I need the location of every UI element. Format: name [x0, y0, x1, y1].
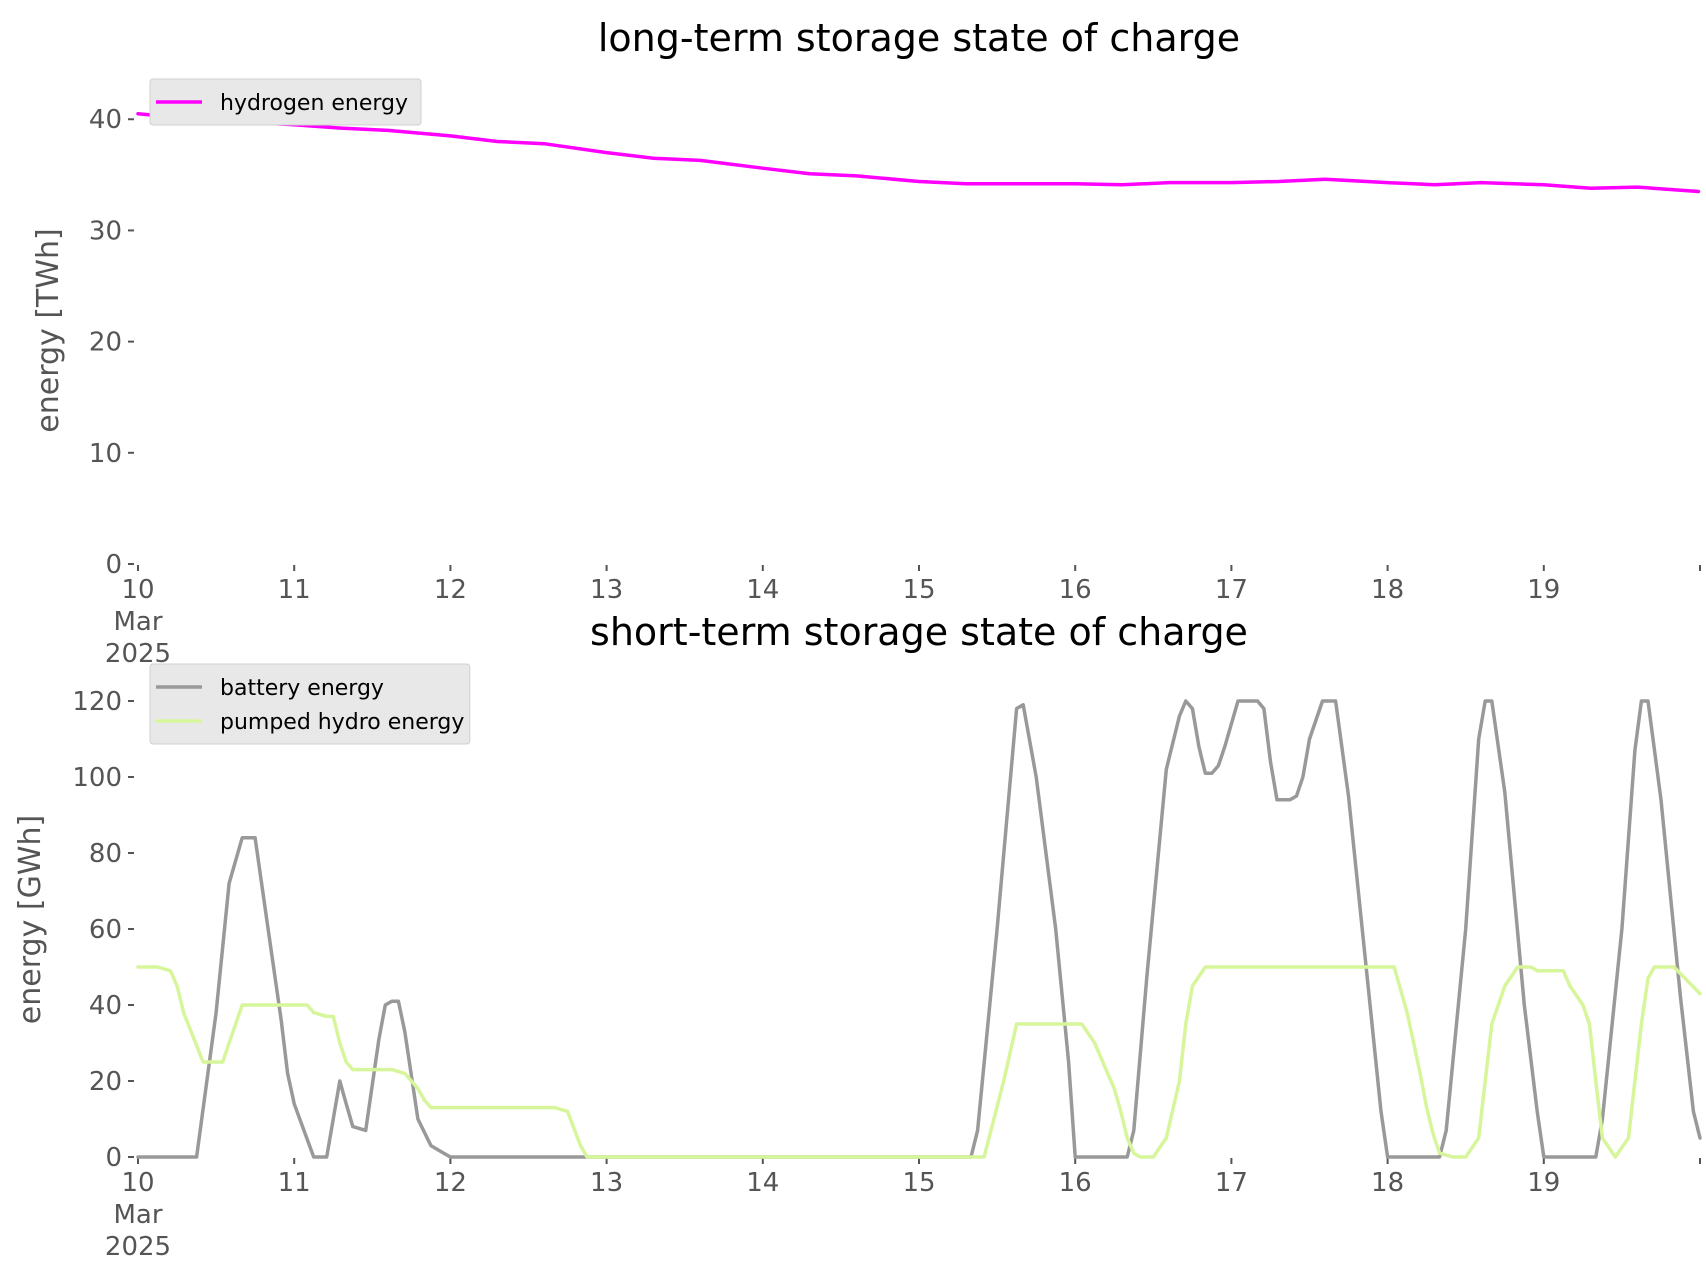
x-tick-label-line: 15	[902, 1168, 935, 1198]
x-tick-label: 13	[590, 1168, 623, 1198]
x-tick-label-line: 14	[746, 575, 779, 605]
x-tick-label-line: 19	[1527, 575, 1560, 605]
x-tick-label-line: 17	[1215, 575, 1248, 605]
legend-label: pumped hydro energy	[220, 710, 464, 735]
long-term-storage-panel: long-term storage state of charge energy …	[31, 16, 1701, 669]
x-tick-label-line: 11	[278, 1168, 311, 1198]
y-tick-label: 40	[89, 105, 122, 135]
x-tick-label: 16	[1059, 575, 1092, 605]
y-tick-label: 10	[89, 439, 122, 469]
x-tick-label-line: 19	[1527, 1168, 1560, 1198]
x-tick-label-line: 12	[434, 1168, 467, 1198]
y-tick-label: 20	[89, 328, 122, 358]
y-tick-label: 100	[72, 763, 122, 793]
x-tick-label-line: 17	[1215, 1168, 1248, 1198]
legend-label: hydrogen energy	[220, 91, 408, 116]
x-tick-label-line: 2025	[105, 1232, 171, 1262]
x-tick-label: 19	[1527, 1168, 1560, 1198]
legend-box	[149, 663, 471, 745]
x-tick-label-line: 11	[278, 575, 311, 605]
x-tick-label: 15	[902, 575, 935, 605]
x-tick-label: 14	[746, 1168, 779, 1198]
x-tick-label: 18	[1371, 575, 1404, 605]
y-axis-label: energy [TWh]	[31, 228, 66, 432]
y-axis-label: energy [GWh]	[13, 815, 48, 1024]
x-tick-label-line: 10	[121, 575, 154, 605]
series-line-battery-energy	[136, 699, 1702, 1159]
x-tick-label-line: 18	[1371, 575, 1404, 605]
chart-title: short-term storage state of charge	[590, 610, 1248, 654]
x-tick-label-line: 18	[1371, 1168, 1404, 1198]
y-tick-label: 80	[89, 839, 122, 869]
x-tick-label: 11	[278, 1168, 311, 1198]
x-tick-label: 10 Mar 2025	[105, 575, 171, 669]
series-line-hydrogen-energy	[136, 111, 1701, 194]
series-line-pumped-hydro-energy	[136, 965, 1702, 1159]
x-tick-label-line: 12	[434, 575, 467, 605]
x-tick-label: 17	[1215, 575, 1248, 605]
x-tick-label-line: 10	[121, 1168, 154, 1198]
x-tick-label-line: 16	[1059, 1168, 1092, 1198]
y-tick-label: 120	[72, 687, 122, 717]
x-tick-label: 17	[1215, 1168, 1248, 1198]
x-tick-label: 16	[1059, 1168, 1092, 1198]
short-term-storage-panel: short-term storage state of charge energy…	[13, 610, 1702, 1262]
legend-box	[149, 78, 422, 126]
x-tick-label-line: 15	[902, 575, 935, 605]
y-tick-label: 40	[89, 991, 122, 1021]
x-tick-label: 12	[434, 575, 467, 605]
x-tick-label: 18	[1371, 1168, 1404, 1198]
x-tick-label: 13	[590, 575, 623, 605]
x-tick-label-line: 13	[590, 575, 623, 605]
y-tick-label: 60	[89, 915, 122, 945]
legend-label: battery energy	[220, 676, 384, 701]
x-tick-label: 15	[902, 1168, 935, 1198]
x-tick-label-line: Mar	[113, 1200, 162, 1230]
x-tick-label-line: 14	[746, 1168, 779, 1198]
x-tick-label-line: 16	[1059, 575, 1092, 605]
y-tick-label: 20	[89, 1067, 122, 1097]
y-tick-label: 30	[89, 216, 122, 246]
y-tick-label: 0	[105, 550, 122, 580]
x-tick-label: 19	[1527, 575, 1560, 605]
y-tick-label: 0	[105, 1143, 122, 1173]
x-tick-label: 12	[434, 1168, 467, 1198]
x-tick-label: 11	[278, 575, 311, 605]
chart-title: long-term storage state of charge	[598, 16, 1240, 60]
x-tick-label: 10 Mar 2025	[105, 1168, 171, 1262]
x-tick-label: 14	[746, 575, 779, 605]
x-tick-label-line: 13	[590, 1168, 623, 1198]
x-tick-label-line: Mar	[113, 607, 162, 637]
